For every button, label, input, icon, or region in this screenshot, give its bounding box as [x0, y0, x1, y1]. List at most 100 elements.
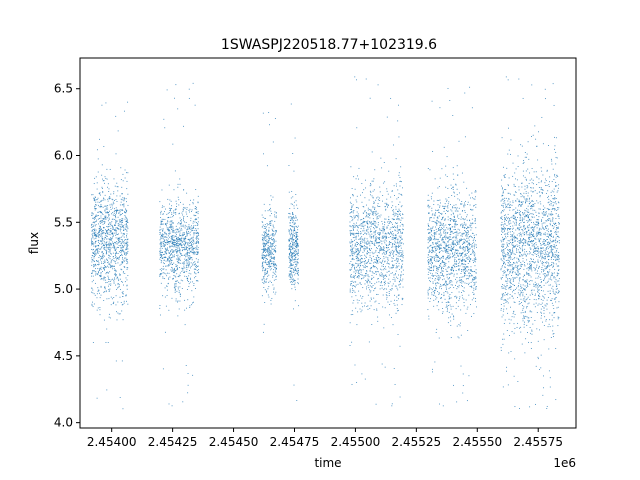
data-point — [107, 212, 108, 213]
data-point — [370, 191, 372, 193]
data-point — [105, 212, 107, 214]
data-point — [289, 271, 291, 273]
data-point — [177, 238, 179, 240]
data-point — [382, 182, 384, 184]
data-point — [430, 261, 432, 263]
data-point — [400, 210, 402, 212]
data-point — [100, 273, 102, 275]
data-point — [183, 217, 184, 219]
data-point — [117, 301, 119, 303]
data-point — [159, 251, 161, 253]
data-point — [189, 257, 191, 259]
data-point — [267, 265, 269, 267]
data-point — [383, 256, 385, 257]
data-point — [113, 212, 115, 214]
data-point — [195, 252, 197, 254]
data-point — [126, 300, 127, 302]
data-point — [463, 232, 465, 234]
data-point — [427, 291, 429, 293]
data-point — [118, 257, 120, 259]
data-point — [438, 221, 440, 223]
data-point — [175, 200, 177, 202]
data-point — [384, 224, 386, 226]
data-point — [394, 299, 395, 301]
data-point — [93, 248, 94, 250]
data-point — [394, 237, 396, 239]
data-point — [376, 214, 378, 215]
data-point — [112, 233, 113, 234]
data-point — [375, 259, 377, 261]
data-point — [117, 186, 119, 188]
data-point — [372, 223, 374, 225]
data-point — [398, 193, 400, 195]
data-point — [429, 277, 431, 279]
data-point — [383, 249, 385, 250]
data-point — [398, 211, 399, 213]
data-point — [115, 248, 117, 250]
data-point — [105, 251, 107, 253]
data-point — [126, 245, 128, 247]
data-point — [99, 267, 101, 269]
data-point — [113, 242, 115, 244]
data-point — [268, 229, 270, 231]
data-point — [273, 272, 275, 274]
data-point — [265, 260, 267, 262]
data-point — [398, 294, 400, 296]
data-point — [297, 252, 299, 254]
data-point — [168, 260, 170, 262]
data-point — [398, 174, 400, 176]
data-point — [366, 271, 368, 273]
data-point — [174, 239, 176, 241]
data-point — [114, 274, 116, 276]
data-point — [197, 252, 199, 254]
data-point — [388, 248, 390, 250]
data-point — [386, 292, 388, 293]
data-point — [275, 251, 276, 253]
data-point — [122, 293, 124, 294]
data-point — [188, 258, 190, 260]
data-point — [95, 229, 97, 231]
data-point — [349, 288, 351, 290]
data-point — [177, 267, 178, 269]
data-point — [177, 243, 179, 245]
data-point — [435, 249, 437, 251]
data-point — [112, 212, 114, 214]
data-point — [108, 218, 110, 220]
data-point — [349, 345, 351, 346]
data-point — [93, 257, 95, 259]
data-point — [175, 247, 177, 249]
data-point — [362, 224, 364, 226]
data-point — [292, 278, 294, 280]
data-point — [396, 265, 398, 267]
data-point — [446, 270, 448, 272]
data-point — [399, 201, 401, 203]
data-point — [168, 257, 170, 259]
data-point — [261, 257, 263, 259]
data-point — [373, 309, 375, 311]
data-point — [349, 255, 351, 257]
data-point — [99, 201, 101, 203]
data-point — [365, 216, 367, 218]
data-point — [111, 233, 113, 235]
data-point — [162, 368, 164, 370]
data-point — [394, 212, 396, 214]
data-point — [116, 257, 118, 259]
data-point — [271, 258, 273, 260]
data-point — [371, 298, 372, 300]
data-point — [372, 285, 374, 286]
data-point — [398, 204, 400, 205]
data-point — [457, 250, 459, 252]
data-point — [272, 271, 274, 273]
data-point — [465, 231, 467, 233]
data-point — [371, 241, 373, 243]
data-point — [363, 230, 365, 232]
data-point — [159, 258, 161, 260]
data-point — [431, 294, 433, 296]
data-point — [172, 216, 174, 218]
data-point — [186, 233, 188, 235]
data-point — [397, 239, 399, 241]
data-point — [352, 281, 354, 283]
data-point — [92, 292, 94, 294]
data-point — [193, 240, 195, 242]
data-point — [369, 281, 371, 282]
